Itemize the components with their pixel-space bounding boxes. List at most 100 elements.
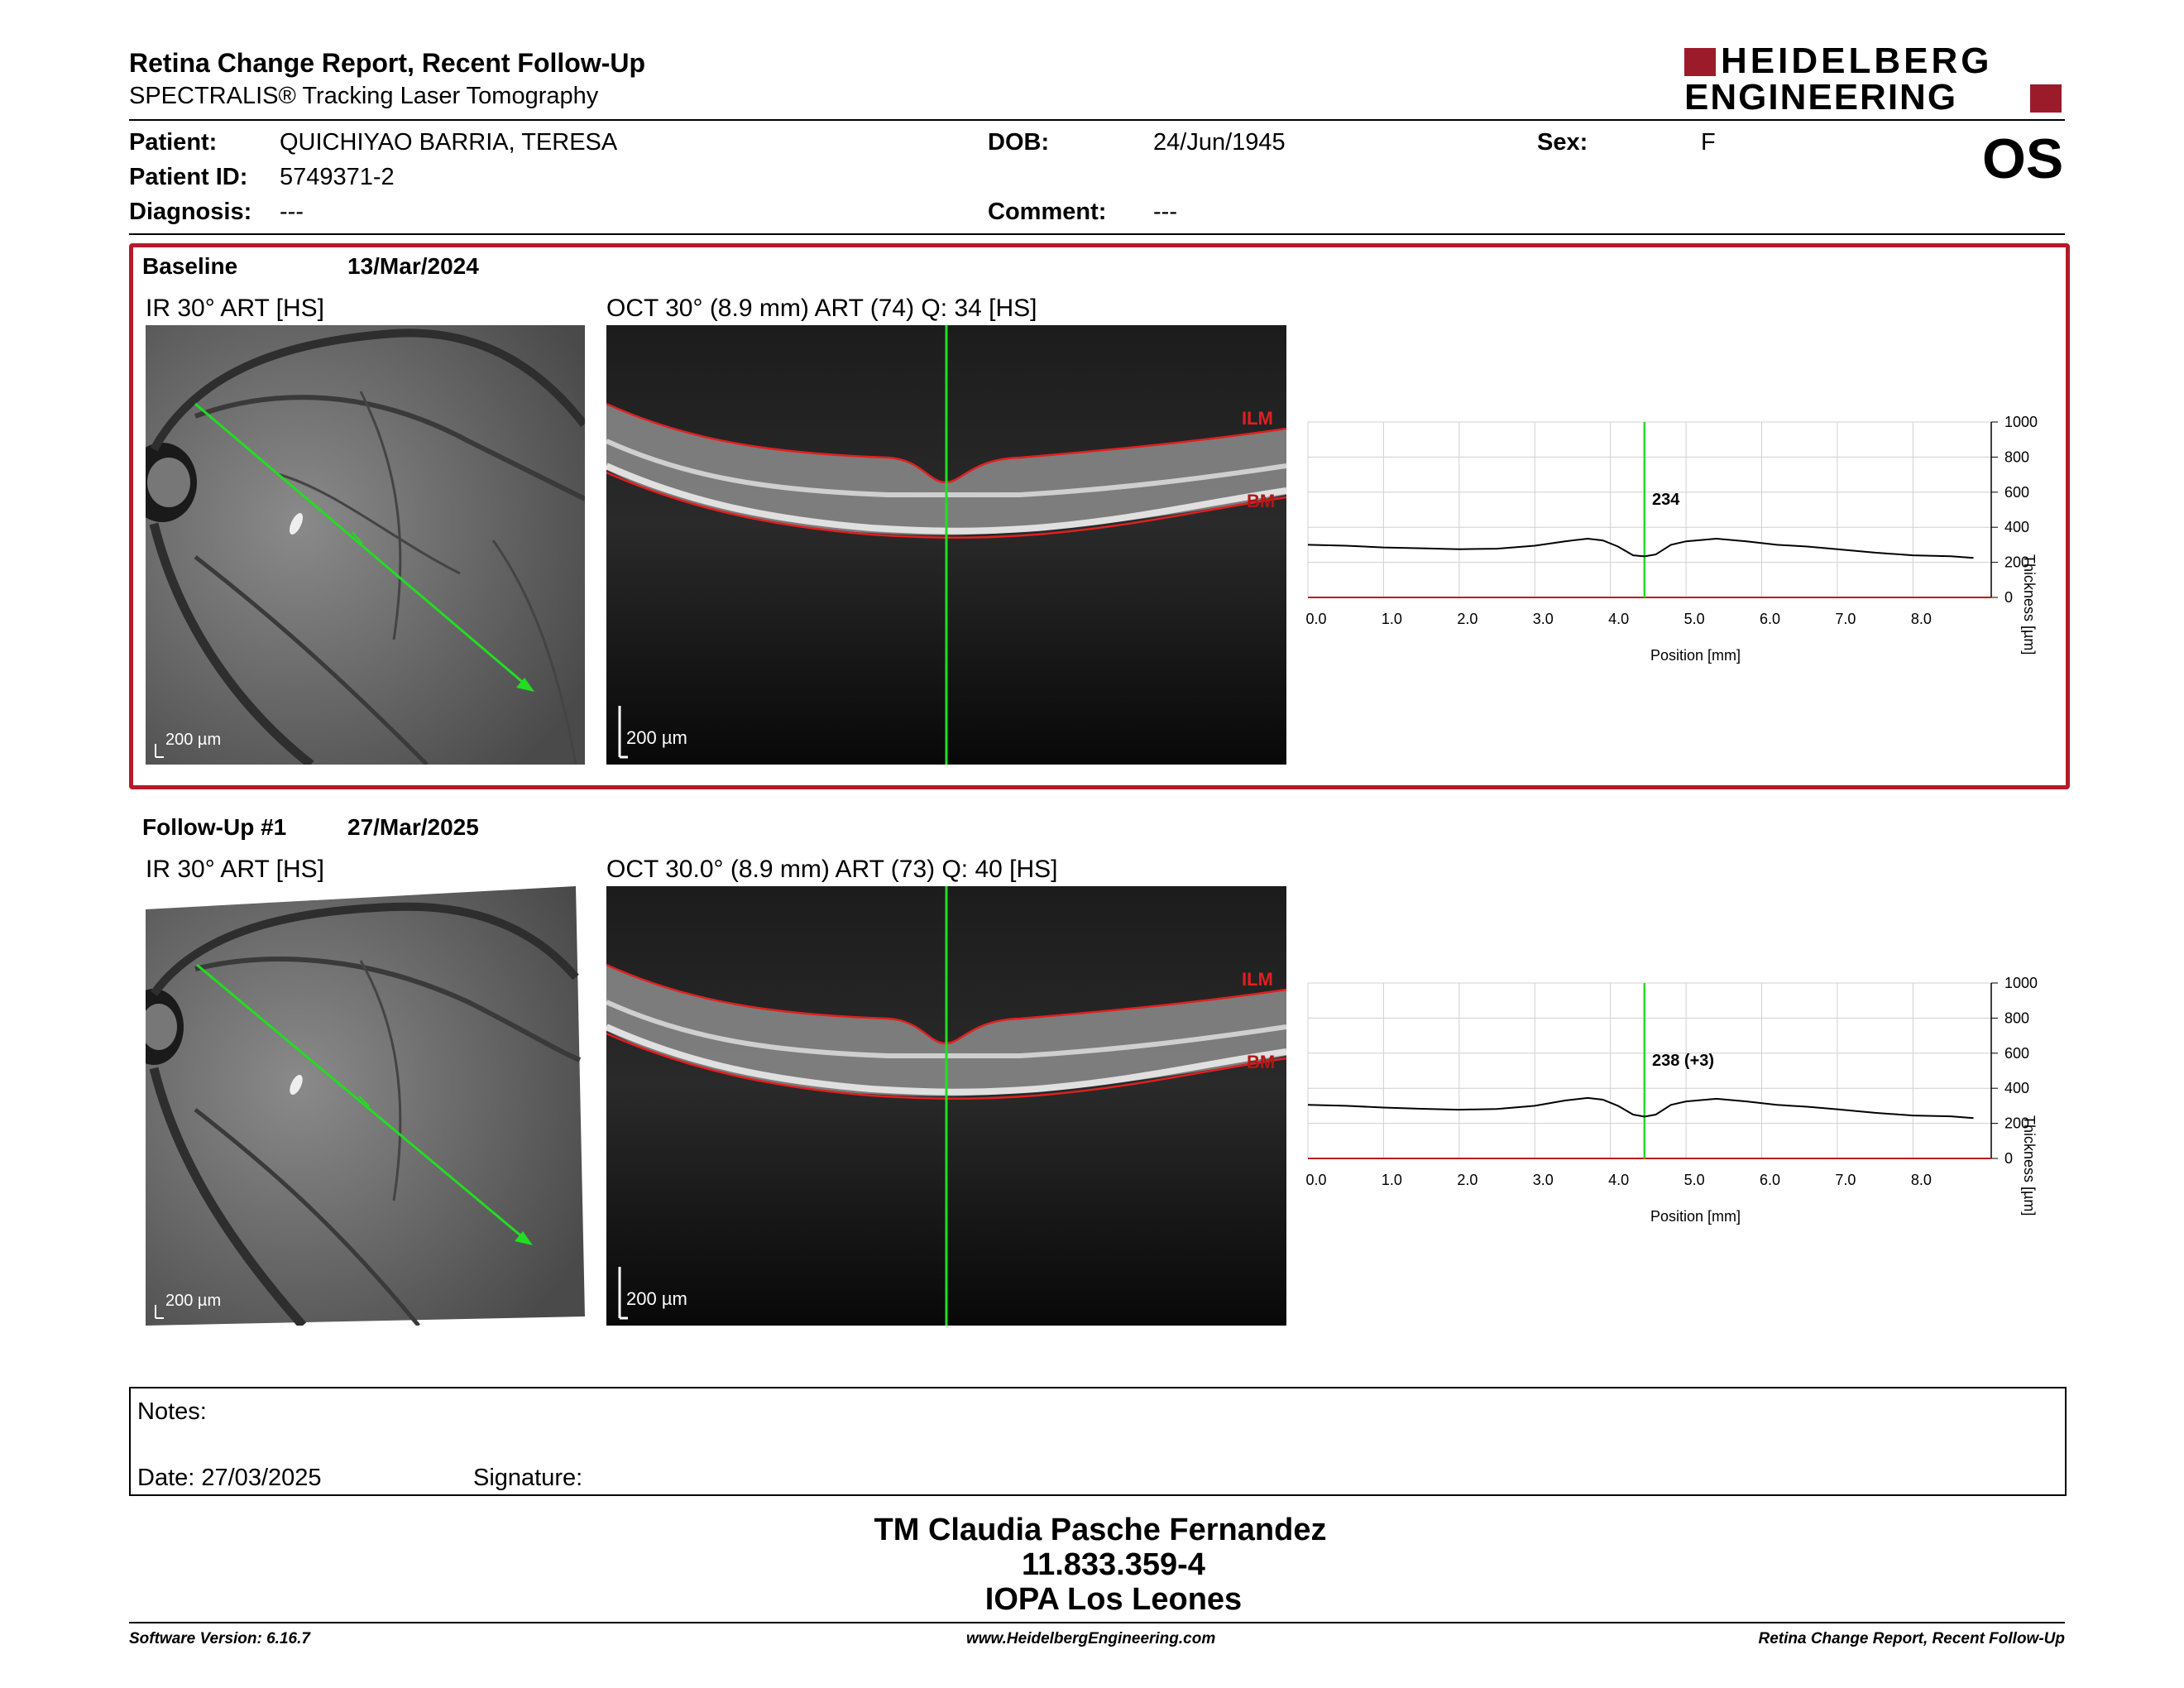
followup-fundus-svg (146, 886, 585, 1326)
baseline-readout: 234 (1652, 491, 1680, 509)
signer-id: 11.833.359-4 (1022, 1547, 1205, 1582)
x-tick-label: 4.0 (1608, 1172, 1629, 1188)
bm-line (606, 1032, 1286, 1100)
x-tick-label: 4.0 (1608, 611, 1629, 627)
x-tick-label: 6.0 (1760, 1172, 1780, 1188)
followup-ir-scale: 200 µm (165, 1292, 222, 1310)
bm-label: BM (1247, 1052, 1276, 1072)
thickness-series-line (1307, 537, 1974, 559)
x-tick-label: 1.0 (1382, 1172, 1402, 1188)
y-tick-label: 400 (2004, 1080, 2029, 1096)
y-tick-label: 800 (2004, 448, 2029, 465)
baseline-thickness-chart: 0.0 1.0 2.0 3.0 4.0 5.0 6.0 7.0 8.0 0 200 400 600 800… (1303, 414, 2064, 679)
followup-ir-caption: IR 30° ART [HS] (146, 856, 324, 883)
report-subtitle: SPECTRALIS® Tracking Laser Tomography (129, 83, 599, 109)
x-tick-label: 2.0 (1457, 1172, 1478, 1188)
patient-name: QUICHIYAO BARRIA, TERESA (280, 129, 618, 156)
y-tick-label: 200 (2004, 1115, 2029, 1132)
scan-arrow (515, 1231, 533, 1245)
followup-ir-image[interactable]: 200 µm (146, 886, 585, 1326)
comment-value: --- (1153, 199, 1177, 225)
baseline-frame (129, 243, 2070, 789)
baseline-oct-svg (606, 325, 1286, 765)
eye-label: OS (1982, 127, 2064, 190)
followup-ylabel: Thickness [µm] (2021, 1115, 2038, 1216)
baseline-ir-caption: IR 30° ART [HS] (146, 295, 324, 322)
baseline-ir-image[interactable]: 200 µm (146, 325, 585, 765)
x-tick-label: 8.0 (1911, 611, 1932, 627)
dob-value: 24/Jun/1945 (1153, 129, 1286, 156)
website-link[interactable]: www.HeidelbergEngineering.com (966, 1630, 1216, 1647)
notes-label: Notes: (137, 1398, 207, 1425)
baseline-oct-scale: 200 µm (626, 727, 687, 748)
x-tick-label: 0.0 (1305, 611, 1326, 627)
followup-xlabel: Position [mm] (1650, 1208, 1741, 1225)
baseline-xlabel: Position [mm] (1650, 647, 1741, 664)
signature-label: Signature: (473, 1465, 583, 1491)
sex-label: Sex: (1537, 129, 1588, 156)
x-tick-label: 6.0 (1760, 611, 1780, 627)
x-tick-label: 3.0 (1533, 1172, 1554, 1188)
x-tick-label: 7.0 (1835, 1172, 1856, 1188)
followup-oct-scale: 200 µm (626, 1288, 687, 1309)
ilm-label: ILM (1242, 408, 1273, 429)
x-tick-label: 3.0 (1533, 611, 1554, 627)
x-tick-label: 1.0 (1382, 611, 1402, 627)
x-tick-label: 7.0 (1835, 611, 1856, 627)
baseline-ir-scale: 200 µm (165, 731, 222, 749)
y-tick-label: 0 (2004, 1150, 2013, 1167)
heidelberg-logo: HEIDELBERG ENGINEERING (1684, 41, 2065, 117)
scan-arrow (516, 678, 534, 692)
y-tick-label: 200 (2004, 554, 2029, 571)
dob-label: DOB: (988, 129, 1050, 156)
x-tick-label: 0.0 (1305, 1172, 1326, 1188)
thickness-series-line (1307, 1096, 1974, 1120)
patient-label: Patient: (129, 129, 218, 156)
scan-line (194, 402, 527, 687)
followup-readout: 238 (+3) (1652, 1052, 1715, 1070)
followup-oct-svg (606, 886, 1286, 1326)
x-tick-label: 5.0 (1684, 1172, 1705, 1188)
diagnosis-value: --- (280, 199, 304, 225)
y-tick-label: 1000 (2004, 414, 2038, 430)
ilm-label: ILM (1242, 969, 1273, 990)
footer-report-name: Retina Change Report, Recent Follow-Up (1758, 1630, 2065, 1647)
scan-line (196, 963, 525, 1240)
software-version: Software Version: 6.16.7 (129, 1630, 310, 1647)
sex-value: F (1701, 129, 1716, 156)
patient-id-label: Patient ID: (129, 164, 248, 190)
baseline-date: 13/Mar/2024 (347, 253, 479, 279)
followup-thickness-chart: 0.0 1.0 2.0 3.0 4.0 5.0 6.0 7.0 8.0 0 200 400 600 800… (1303, 975, 2064, 1240)
followup-chart-svg: 0.0 1.0 2.0 3.0 4.0 5.0 6.0 7.0 8.0 0 200 400 600 800… (1305, 975, 2038, 1188)
signer-name: TM Claudia Pasche Fernandez (874, 1513, 1327, 1547)
y-tick-label: 600 (2004, 484, 2029, 501)
y-tick-label: 0 (2004, 589, 2013, 606)
signer-institution: IOPA Los Leones (984, 1582, 1243, 1617)
x-tick-label: 5.0 (1684, 611, 1705, 627)
diagnosis-label: Diagnosis: (129, 199, 252, 225)
y-tick-label: 600 (2004, 1045, 2029, 1062)
notes-box[interactable]: Notes: Date: 27/03/2025 Signature: (129, 1387, 2067, 1496)
followup-oct-image[interactable]: ILM BM 200 µm (606, 886, 1286, 1326)
bm-label: BM (1247, 491, 1276, 511)
notes-date: Date: 27/03/2025 (137, 1465, 322, 1491)
baseline-oct-image[interactable]: ILM BM 200 µm (606, 325, 1286, 765)
x-tick-label: 2.0 (1457, 611, 1478, 627)
followup-date: 27/Mar/2025 (347, 814, 479, 840)
baseline-ylabel: Thickness [µm] (2021, 554, 2038, 655)
y-tick-label: 1000 (2004, 975, 2038, 991)
y-tick-label: 800 (2004, 1009, 2029, 1026)
comment-label: Comment: (988, 199, 1107, 225)
baseline-fundus-svg (146, 325, 585, 765)
followup-label: Follow-Up #1 (142, 814, 287, 840)
patient-id: 5749371-2 (280, 164, 395, 190)
baseline-label: Baseline (142, 253, 238, 279)
followup-oct-caption: OCT 30.0° (8.9 mm) ART (73) Q: 40 [HS] (606, 856, 1058, 883)
logo-line2: ENGINEERING (1684, 77, 1958, 117)
logo-line1: HEIDELBERG (1721, 41, 1993, 81)
signer-stamp: TM Claudia Pasche Fernandez 11.833.359-4… (728, 1513, 1473, 1617)
bm-line (606, 471, 1286, 539)
x-tick-label: 8.0 (1911, 1172, 1932, 1188)
baseline-chart-svg: 0.0 1.0 2.0 3.0 4.0 5.0 6.0 7.0 8.0 0 200 400 600 800… (1305, 414, 2038, 627)
report-title: Retina Change Report, Recent Follow-Up (129, 48, 646, 78)
